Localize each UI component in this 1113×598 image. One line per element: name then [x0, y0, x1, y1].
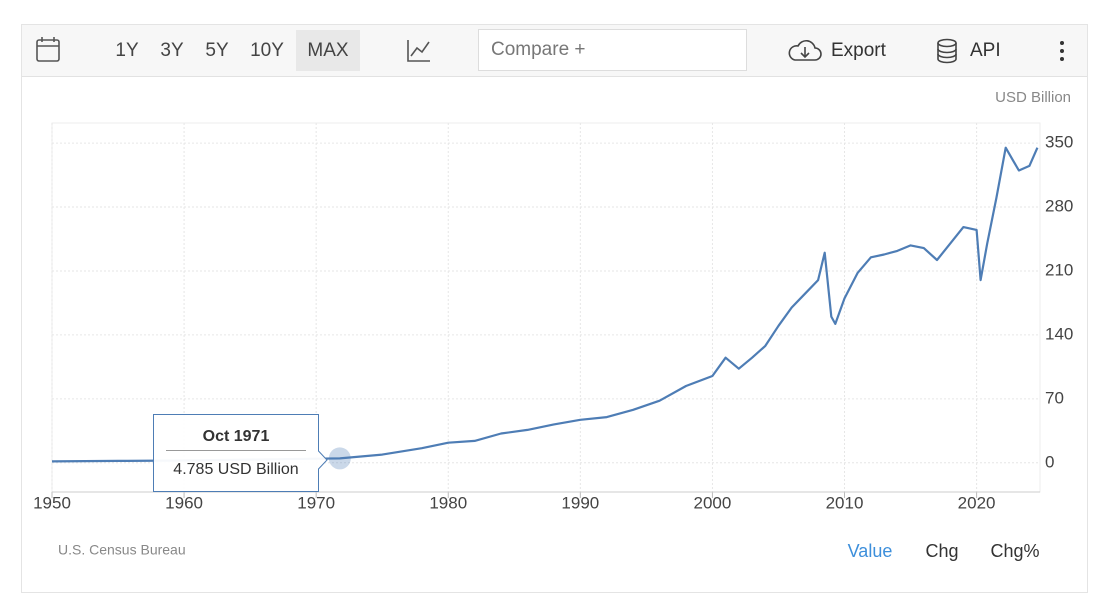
calendar-icon[interactable] [36, 37, 60, 62]
y-tick-label: 140 [1045, 324, 1073, 343]
y-tick-label: 0 [1045, 452, 1054, 471]
x-tick-label: 2020 [958, 493, 996, 512]
tab-chg[interactable]: Chg [925, 541, 958, 561]
x-tick-label: 1990 [561, 493, 599, 512]
chart-type-icon[interactable] [407, 40, 430, 62]
x-tick-label: 1960 [165, 493, 203, 512]
frame [21, 24, 1088, 593]
more-menu[interactable] [1060, 41, 1064, 61]
y-tick-label: 280 [1045, 197, 1073, 216]
api-button[interactable]: API [970, 40, 1001, 61]
x-tick-label: 1980 [429, 493, 467, 512]
tooltip-date: Oct 1971 [203, 428, 270, 445]
x-tick-label: 1950 [33, 493, 71, 512]
tab-chg-pct[interactable]: Chg% [990, 541, 1039, 561]
range-button[interactable]: 3Y [160, 40, 184, 61]
y-tick-label: 210 [1045, 260, 1073, 279]
series-line [51, 146, 1039, 463]
compare-input[interactable] [478, 29, 747, 71]
export-button[interactable]: Export [831, 40, 887, 61]
x-tick-label: 2000 [694, 493, 732, 512]
range-active-bg [296, 30, 360, 71]
export-icon[interactable] [788, 40, 822, 61]
y-tick-label: 70 [1045, 388, 1064, 407]
tooltip-box [153, 414, 328, 492]
hover-point [328, 447, 351, 470]
unit-label: USD Billion [995, 89, 1071, 106]
x-tick-label: 2010 [826, 493, 864, 512]
range-button[interactable]: MAX [307, 40, 349, 61]
range-button[interactable]: 1Y [115, 40, 139, 61]
y-tick-label: 350 [1045, 133, 1073, 152]
x-tick-label: 1970 [297, 493, 335, 512]
compare-placeholder: Compare + [491, 39, 586, 60]
api-icon[interactable] [937, 38, 957, 64]
range-button[interactable]: 10Y [250, 40, 284, 61]
tab-value[interactable]: Value [848, 541, 893, 561]
range-button[interactable]: 5Y [205, 40, 229, 61]
tooltip-value: 4.785 USD Billion [173, 461, 298, 478]
source: U.S. Census Bureau [58, 542, 186, 558]
plot: 0 70 140 210 280 350 1950 1960 1970 1980 1990 2000 2… [33, 122, 1073, 512]
